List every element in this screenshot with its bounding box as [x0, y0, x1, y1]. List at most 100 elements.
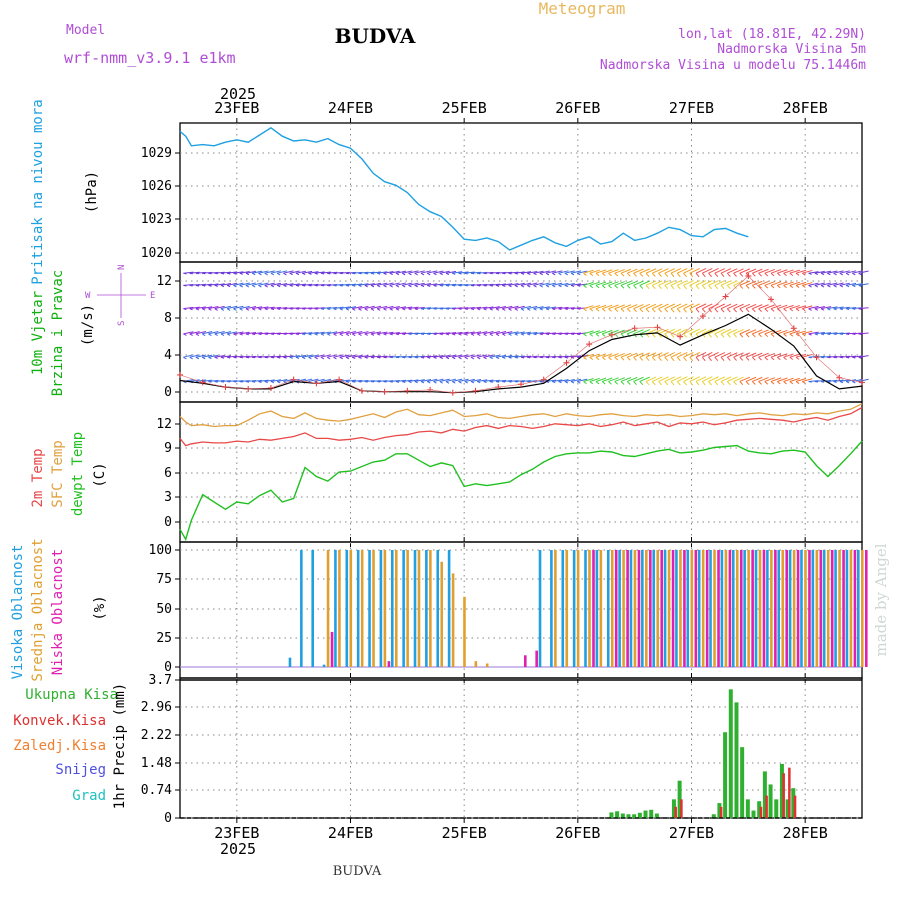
wind-barb	[783, 284, 787, 289]
wind-barb	[452, 272, 456, 275]
wind-barb	[733, 284, 737, 289]
wind-barb	[208, 379, 219, 382]
wind-barb	[508, 356, 512, 359]
pressure-line	[179, 126, 749, 251]
date-label-top: 23FEB	[214, 99, 259, 117]
cloud-bar	[785, 550, 789, 667]
wind-barb	[220, 308, 225, 311]
wind-barb	[351, 308, 356, 311]
cloud-bar	[387, 661, 391, 667]
wind-barb	[208, 330, 219, 335]
wind-barb	[670, 280, 682, 286]
y-tick-label: 12	[156, 417, 172, 432]
wind-barb	[295, 332, 306, 335]
wind-barb	[677, 280, 688, 286]
wind-barb	[202, 330, 213, 335]
date-label-bottom: 26FEB	[555, 824, 600, 842]
wind-barb	[820, 380, 825, 383]
wind-barb	[670, 333, 675, 338]
wind-barb	[689, 351, 701, 358]
date-label-bottom: 25FEB	[442, 824, 487, 842]
wind-barb	[764, 281, 775, 286]
wind-barb	[208, 333, 212, 337]
wind-barb	[408, 381, 412, 384]
wind-barb	[395, 270, 407, 274]
wind-barb	[558, 272, 562, 276]
wind-barb	[620, 329, 632, 335]
wind-barb	[683, 328, 694, 335]
wind-barb	[264, 355, 275, 358]
wind-barb	[258, 356, 262, 359]
wind-barb	[483, 379, 494, 382]
wind-barb	[395, 272, 400, 276]
y-tick-label: 12	[156, 274, 172, 289]
wind-barb	[289, 332, 300, 335]
wind-barb	[320, 271, 332, 274]
wind-barb	[670, 356, 675, 362]
wind-barb	[364, 271, 375, 274]
wind-barb	[539, 356, 543, 359]
wind-barb	[620, 377, 632, 382]
wind-barb	[539, 332, 550, 335]
cloud-bar	[724, 550, 728, 667]
wind-barb	[695, 285, 700, 290]
wind-barb	[595, 333, 600, 337]
wind-barb	[727, 268, 738, 274]
wind-barb	[470, 306, 482, 310]
wind-barb	[783, 308, 787, 312]
wind-barb	[777, 304, 788, 310]
pressure-unit: (hPa)	[84, 171, 100, 213]
precip-legend-item: Konvek.Kisa	[13, 713, 106, 729]
wind-barb	[827, 284, 831, 288]
wind-barb	[533, 282, 544, 286]
cloud-bar	[550, 550, 553, 667]
wind-barb	[533, 270, 544, 274]
wind-barb	[302, 308, 306, 310]
wind-barb	[626, 272, 631, 277]
wind-barb	[820, 284, 825, 288]
wind-barb	[314, 284, 318, 287]
wind-barb	[620, 304, 632, 310]
wind-barb	[695, 267, 707, 274]
wind-barb	[195, 354, 207, 358]
wind-barb	[183, 308, 187, 311]
wind-barb	[227, 331, 238, 335]
wind-barb	[827, 379, 838, 382]
wind-barb	[520, 355, 532, 358]
precip-bar-conv	[765, 795, 768, 818]
wind-barb	[295, 356, 300, 360]
wind-barb	[670, 285, 675, 290]
wind-barb	[220, 272, 225, 275]
wind-barb	[364, 282, 375, 286]
wind-barb	[339, 306, 350, 310]
wind-barb	[264, 332, 275, 335]
wind-barb	[733, 328, 744, 335]
wind-barb	[214, 271, 225, 274]
wind-barb	[314, 356, 318, 360]
wind-barb	[827, 333, 831, 336]
wind-barb	[608, 356, 612, 361]
wind-barb	[458, 271, 469, 274]
cloud-bar	[683, 550, 686, 667]
wind-barb	[383, 355, 394, 358]
wind-barb	[626, 381, 631, 385]
wind-barb	[420, 307, 432, 310]
wind-barb	[583, 269, 594, 274]
wind-barb	[689, 280, 701, 286]
wind-barb	[402, 308, 406, 311]
date-label-bottom: 28FEB	[783, 824, 828, 842]
wind-barb	[258, 282, 269, 286]
wind-barb	[501, 333, 506, 337]
wind-barb	[595, 356, 600, 361]
wind-barb	[252, 379, 263, 382]
wind-barb	[683, 285, 687, 290]
wind-barb	[802, 305, 813, 310]
wind-barb	[664, 333, 669, 338]
precip-bar-total	[671, 799, 676, 818]
wind-compass: W E N S	[85, 265, 155, 326]
wind-barb	[508, 355, 519, 358]
wind-barb	[726, 356, 731, 361]
wind-barb	[545, 356, 550, 359]
wind-barb	[714, 303, 726, 310]
wind-barb	[495, 283, 507, 286]
